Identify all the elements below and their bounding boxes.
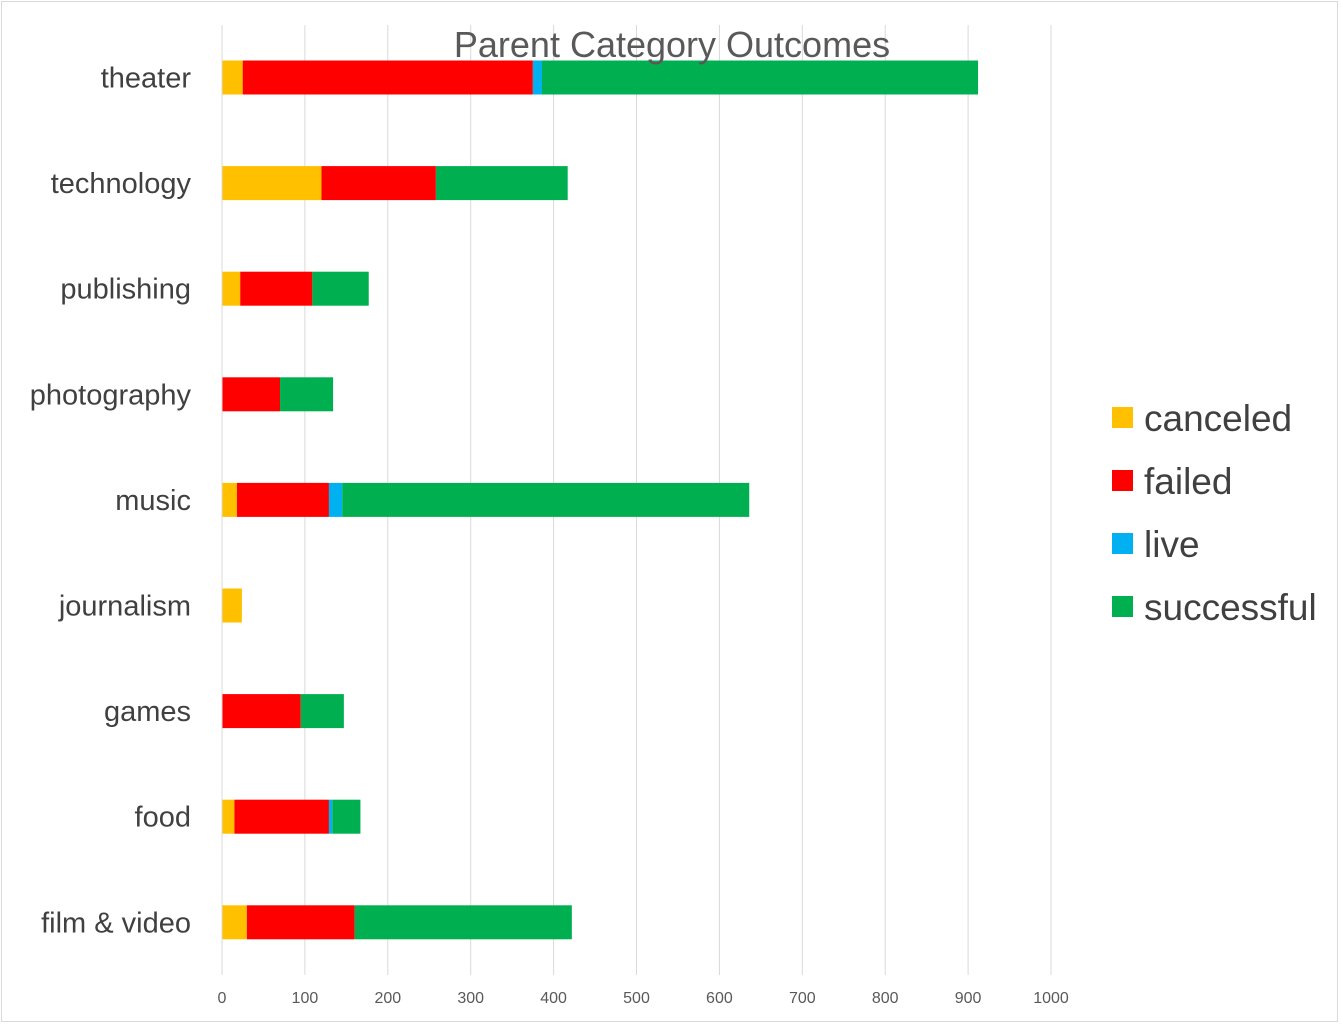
x-tick-label: 0 <box>218 990 227 1007</box>
bar-failed <box>222 694 301 729</box>
category-label: games <box>104 696 191 728</box>
bar-successful <box>332 799 361 834</box>
x-tick-label: 800 <box>872 990 899 1007</box>
bar-failed <box>321 166 436 201</box>
bar-canceled <box>222 905 247 940</box>
bar-failed <box>242 60 533 95</box>
category-label: technology <box>51 168 192 200</box>
x-tick-label: 500 <box>623 990 650 1007</box>
bars <box>222 60 979 940</box>
bar-successful <box>342 482 750 517</box>
legend: canceled failed live successful <box>1112 398 1317 628</box>
category-label: photography <box>30 379 192 411</box>
x-tick-label: 1000 <box>1033 990 1069 1007</box>
x-tick-label: 700 <box>789 990 816 1007</box>
category-label: journalism <box>58 591 191 623</box>
legend-label-live: live <box>1144 524 1200 565</box>
bar-canceled <box>222 166 322 201</box>
axes: 0 100 200 300 400 500 600 700 800 900 1000 theater t… <box>30 25 1069 1007</box>
category-label: food <box>135 802 191 834</box>
bar-failed <box>240 271 313 306</box>
bar-successful <box>541 60 979 95</box>
legend-swatch-successful <box>1112 596 1133 617</box>
bar-canceled <box>222 482 237 517</box>
bar-canceled <box>222 588 242 623</box>
x-tick-label: 100 <box>292 990 319 1007</box>
x-tick-label: 900 <box>955 990 982 1007</box>
bar-successful <box>300 694 344 729</box>
bar-failed <box>234 799 329 834</box>
bar-live <box>328 482 343 517</box>
legend-swatch-canceled <box>1112 407 1133 428</box>
chart-title: Parent Category Outcomes <box>454 24 890 65</box>
bar-successful <box>280 377 334 412</box>
bar-failed <box>246 905 355 940</box>
x-tick-label: 300 <box>457 990 484 1007</box>
legend-swatch-live <box>1112 533 1133 554</box>
category-label: publishing <box>60 274 191 306</box>
bar-successful <box>312 271 369 306</box>
category-label: theater <box>101 63 192 95</box>
legend-label-failed: failed <box>1144 461 1232 502</box>
legend-label-canceled: canceled <box>1144 398 1292 439</box>
bar-canceled <box>222 60 243 95</box>
bar-successful <box>435 166 568 201</box>
legend-swatch-failed <box>1112 470 1133 491</box>
bar-live <box>532 60 542 95</box>
x-tick-label: 400 <box>540 990 567 1007</box>
bar-failed <box>222 377 281 412</box>
category-label: music <box>115 485 191 517</box>
legend-label-successful: successful <box>1144 587 1317 628</box>
bar-successful <box>354 905 572 940</box>
bar-live <box>328 799 333 834</box>
category-label: film & video <box>41 907 191 939</box>
bar-canceled <box>222 271 241 306</box>
bar-canceled <box>222 799 235 834</box>
x-tick-label: 200 <box>374 990 401 1007</box>
bar-failed <box>236 482 329 517</box>
x-tick-label: 600 <box>706 990 733 1007</box>
